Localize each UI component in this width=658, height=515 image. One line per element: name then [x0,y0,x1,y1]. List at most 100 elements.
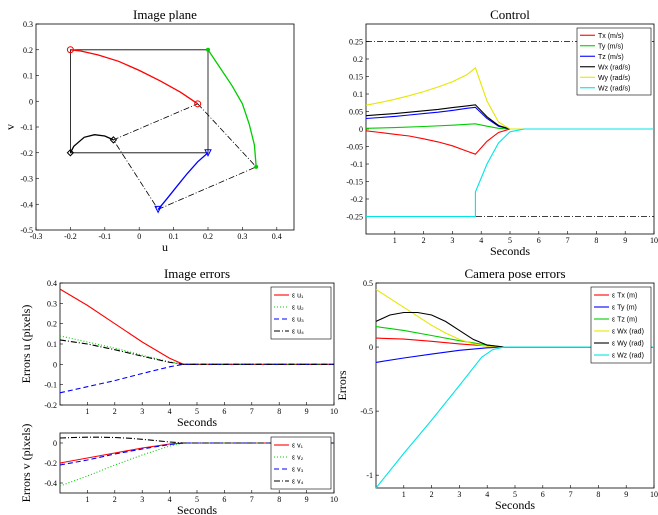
y-tick-label: 0.2 [47,320,57,329]
x-tick-label: 0.3 [237,232,247,241]
y-axis-label: v [3,124,17,130]
x-tick-label: 9 [305,495,309,504]
x-tick-label: 10 [330,495,338,504]
x-tick-label: 0 [137,232,141,241]
y-tick-label: 0.1 [47,340,57,349]
x-tick-label: 5 [195,495,199,504]
y-tick-label: -0.25 [346,213,363,222]
x-tick-label: 7 [566,236,570,245]
trajectory-2 [157,152,209,210]
x-tick-label: -0.1 [98,232,111,241]
y-tick-label: -0.5 [360,407,373,416]
x-tick-label: 6 [222,407,226,416]
x-axis-label: u [162,240,168,254]
y-tick-label: 0 [53,439,57,448]
legend-entry: ε v₂ [292,455,304,462]
trajectory-marker-start [154,205,162,214]
y-tick-label: 0.3 [23,20,33,29]
legend-entry: ε Wy (rad) [612,341,644,348]
legend-entry: ε Ty (m) [612,305,637,312]
legend-box [270,286,332,340]
legend-entry: Wx (rad/s) [598,64,630,71]
series-line-1-1 [365,123,654,130]
y-axis-label: Errors u (pixels) [19,305,33,384]
series-line-2-2 [59,363,334,394]
series-line-4-5 [375,346,654,489]
series-line-3-2 [59,442,334,466]
x-tick-label: 0.1 [169,232,179,241]
y-tick-label: -0.5 [20,226,33,235]
y-tick-label: -0.2 [44,459,57,468]
trajectory-marker-end [204,149,212,157]
x-tick-label: 10 [650,490,658,499]
legend-entry: ε v₃ [292,467,304,474]
series-line-1-4 [365,66,654,130]
legend-box [590,286,652,364]
x-tick-label: 4 [168,407,172,416]
y-tick-label: -0.15 [346,178,363,187]
series-line-3-1 [59,442,334,487]
initial-quad [112,103,257,210]
trajectory-marker-start [109,136,118,144]
y-tick-label: -0.05 [346,143,363,152]
trajectory-marker-end [66,46,74,54]
y-tick-label: -0.1 [20,123,33,132]
x-tick-label: 2 [113,495,117,504]
x-tick-label: -0.3 [30,232,43,241]
y-tick-label: -0.4 [44,479,57,488]
y-tick-label: -0.2 [350,195,363,204]
x-tick-label: 0.2 [203,232,213,241]
y-tick-label: -0.3 [20,175,33,184]
x-tick-label: 2 [422,236,426,245]
x-tick-label: 8 [277,407,281,416]
y-tick-label: 0.1 [23,72,33,81]
x-tick-label: 5 [508,236,512,245]
series-line-1-5 [366,128,654,218]
x-tick-label: 1 [85,407,89,416]
y-axis-label: Errors v (pixels) [19,424,33,503]
x-tick-label: 6 [222,495,226,504]
y-tick-label: -0.2 [20,149,33,158]
x-tick-label: 3 [450,236,454,245]
legend-entry: Wy (rad/s) [598,75,630,82]
x-tick-label: 2 [113,407,117,416]
trajectory-0 [70,49,199,105]
x-tick-label: 1 [393,236,397,245]
trajectory-marker-start [194,100,202,108]
y-tick-label: 0.2 [23,46,33,55]
y-tick-label: 0 [53,360,57,369]
x-tick-label: 9 [305,407,309,416]
x-axis-label: Seconds [495,498,535,512]
legend-box [576,27,652,96]
x-tick-label: 8 [594,236,598,245]
chart-title: Control [490,7,530,22]
x-tick-label: 7 [569,490,573,499]
x-tick-label: 10 [330,407,338,416]
x-tick-label: 5 [513,490,517,499]
legend-entry: ε u₄ [292,329,304,336]
legend-entry: ε u₂ [292,305,304,312]
y-tick-label: -0.1 [350,160,363,169]
trajectory-marker-end [206,47,210,52]
legend-entry: Tz (m/s) [598,54,624,61]
x-tick-label: 2 [430,490,434,499]
y-tick-label: 0.5 [363,279,373,288]
trajectory-marker-start [254,164,259,169]
trajectory-1 [207,49,257,167]
legend-box [270,436,332,490]
x-tick-label: 6 [537,236,541,245]
x-tick-label: 3 [140,407,144,416]
x-tick-label: 1 [85,495,89,504]
series-line-1-2 [365,106,654,130]
x-tick-label: 3 [457,490,461,499]
x-tick-label: 6 [541,490,545,499]
series-line-3-3 [59,436,334,444]
series-line-2-1 [59,335,334,365]
y-tick-label: 0.05 [349,108,363,117]
series-line-2-3 [59,339,334,365]
legend-entry: ε Wx (rad) [612,329,644,336]
y-tick-label: -0.4 [20,200,33,209]
x-tick-label: 9 [624,490,628,499]
chart-title: Image plane [133,7,197,22]
